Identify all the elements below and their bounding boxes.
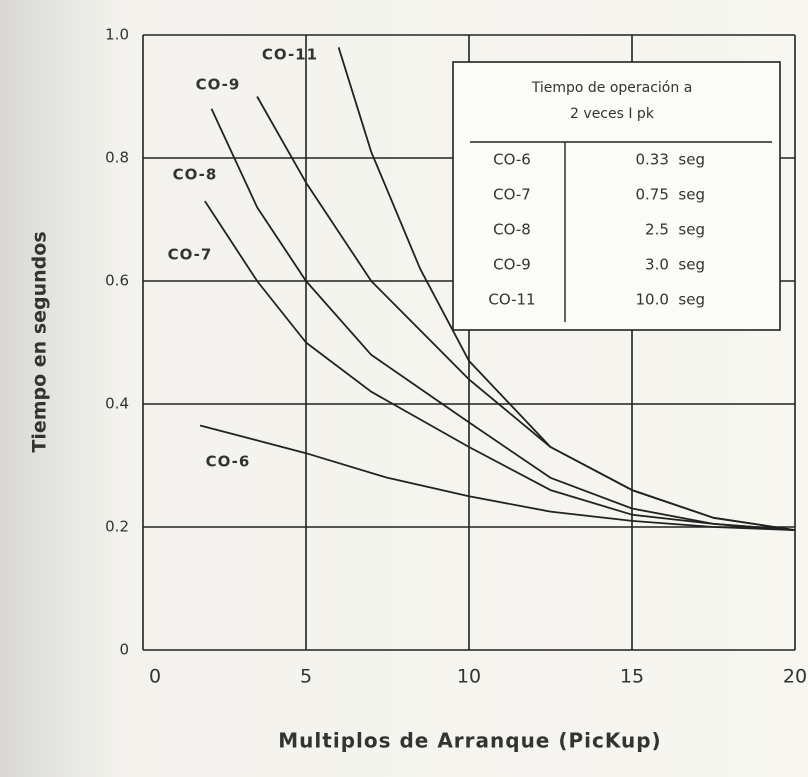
curve-label: CO-9 — [196, 76, 241, 94]
table-cell: CO-7 — [493, 186, 531, 204]
curve — [337, 47, 796, 531]
x-tick-label: 20 — [783, 666, 807, 688]
y-tick-label: 0.6 — [105, 272, 129, 290]
y-tick-label: 0.2 — [105, 518, 129, 536]
curve — [204, 200, 796, 531]
table-cell: CO-9 — [493, 256, 531, 274]
y-axis-label: Tiempo en segundos — [29, 231, 51, 452]
x-tick-label: 15 — [620, 666, 644, 688]
x-axis-label: Multiplos de Arranque (PicKup) — [278, 729, 661, 753]
table-title: 2 veces I pk — [570, 106, 655, 122]
curve-label: CO-6 — [206, 453, 251, 471]
y-tick-label: 1.0 — [105, 26, 129, 44]
table-cell: CO-11 — [488, 291, 535, 309]
table-cell: 2.5 seg — [645, 221, 705, 239]
table-cell: 3.0 seg — [645, 256, 705, 274]
y-tick-label: 0.4 — [105, 395, 129, 413]
curve — [210, 108, 796, 531]
x-tick-label: 10 — [457, 666, 481, 688]
curve — [199, 424, 796, 531]
x-tick-label: 5 — [300, 666, 312, 688]
table-cell: CO-6 — [493, 151, 531, 169]
table-box — [452, 61, 781, 331]
y-tick-label: 0 — [119, 641, 129, 659]
table-cell: 0.33 seg — [636, 151, 706, 169]
table-cell: 0.75 seg — [636, 186, 706, 204]
table-cell: CO-8 — [493, 221, 531, 239]
curve-label: CO-11 — [262, 46, 318, 64]
curve-label: CO-7 — [168, 246, 213, 264]
x-tick-label: 0 — [149, 666, 161, 688]
table-title: Tiempo de operación a — [531, 80, 693, 96]
y-tick-label: 0.8 — [105, 149, 129, 167]
curve-label: CO-8 — [173, 166, 218, 184]
table-cell: 10.0 seg — [636, 291, 706, 309]
